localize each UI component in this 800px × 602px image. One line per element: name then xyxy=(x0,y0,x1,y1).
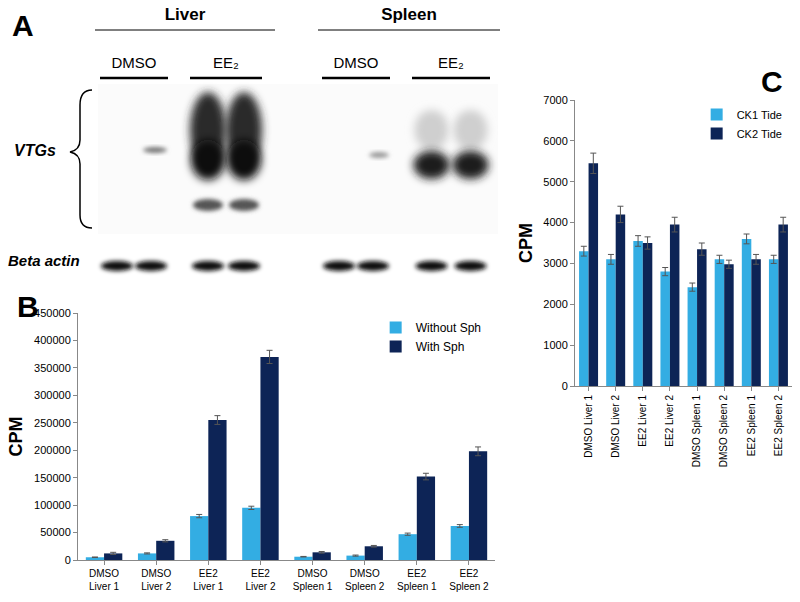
svg-text:200000: 200000 xyxy=(34,444,71,456)
svg-text:Without Sph: Without Sph xyxy=(416,321,481,335)
svg-text:CK1 Tide: CK1 Tide xyxy=(737,109,782,121)
svg-text:5000: 5000 xyxy=(543,176,567,188)
svg-text:6000: 6000 xyxy=(543,135,567,147)
svg-text:0: 0 xyxy=(562,380,568,392)
svg-text:0: 0 xyxy=(65,554,71,566)
svg-text:1000: 1000 xyxy=(543,339,567,351)
svg-text:VTGs: VTGs xyxy=(14,142,56,159)
svg-text:EE2Liver 2: EE2Liver 2 xyxy=(245,568,275,592)
svg-text:B: B xyxy=(17,290,39,323)
svg-text:50000: 50000 xyxy=(40,526,71,538)
svg-text:DMSOSpleen 2: DMSOSpleen 2 xyxy=(345,568,385,592)
svg-text:2000: 2000 xyxy=(543,298,567,310)
svg-text:DMSO Spleen 2: DMSO Spleen 2 xyxy=(718,395,729,468)
svg-text:350000: 350000 xyxy=(34,362,71,374)
svg-text:EE₂: EE₂ xyxy=(438,54,464,71)
svg-text:150000: 150000 xyxy=(34,472,71,484)
svg-text:With Sph: With Sph xyxy=(416,340,465,354)
svg-text:EE2 Spleen 2: EE2 Spleen 2 xyxy=(773,395,784,457)
svg-text:EE2 Liver 1: EE2 Liver 1 xyxy=(637,395,648,447)
svg-text:Beta actin: Beta actin xyxy=(8,252,80,269)
svg-text:3000: 3000 xyxy=(543,257,567,269)
svg-text:EE2Spleen 1: EE2Spleen 1 xyxy=(397,568,437,592)
svg-text:450000: 450000 xyxy=(34,307,71,319)
svg-text:DMSO Spleen 1: DMSO Spleen 1 xyxy=(691,395,702,468)
svg-text:A: A xyxy=(12,9,34,42)
svg-text:7000: 7000 xyxy=(543,94,567,106)
svg-text:300000: 300000 xyxy=(34,389,71,401)
svg-text:4000: 4000 xyxy=(543,216,567,228)
svg-text:DMSOLiver 1: DMSOLiver 1 xyxy=(89,568,119,592)
svg-text:400000: 400000 xyxy=(34,334,71,346)
svg-text:C: C xyxy=(761,65,783,98)
svg-text:EE2Liver 1: EE2Liver 1 xyxy=(193,568,223,592)
svg-text:CPM: CPM xyxy=(6,417,26,457)
svg-text:EE2 Spleen 1: EE2 Spleen 1 xyxy=(746,395,757,457)
svg-text:DMSO Liver 2: DMSO Liver 2 xyxy=(610,395,621,458)
svg-text:EE₂: EE₂ xyxy=(213,54,239,71)
svg-text:CK2 Tide: CK2 Tide xyxy=(737,128,782,140)
svg-text:DMSO Liver 1: DMSO Liver 1 xyxy=(583,395,594,458)
svg-text:EE2 Liver 2: EE2 Liver 2 xyxy=(664,395,675,447)
svg-text:100000: 100000 xyxy=(34,499,71,511)
svg-text:DMSO: DMSO xyxy=(112,54,157,71)
svg-text:CPM: CPM xyxy=(516,223,536,263)
svg-text:250000: 250000 xyxy=(34,417,71,429)
svg-text:DMSO: DMSO xyxy=(334,54,379,71)
svg-text:Liver: Liver xyxy=(165,5,206,24)
svg-text:EE2Spleen 2: EE2Spleen 2 xyxy=(449,568,489,592)
svg-text:DMSOLiver 2: DMSOLiver 2 xyxy=(141,568,171,592)
svg-text:Spleen: Spleen xyxy=(381,5,437,24)
svg-text:DMSOSpleen 1: DMSOSpleen 1 xyxy=(293,568,333,592)
